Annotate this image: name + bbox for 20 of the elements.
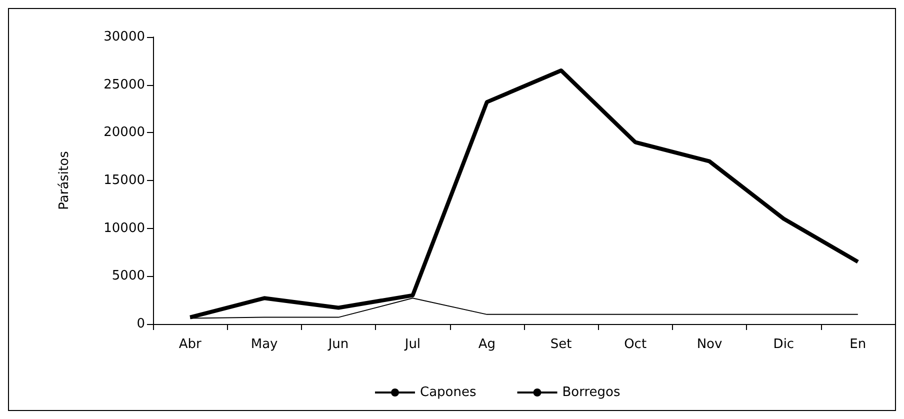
x-tick-label: Ag	[478, 337, 496, 352]
y-tick-label: 20000	[104, 125, 145, 140]
x-tick-label: Jun	[327, 337, 349, 352]
x-tick-label: May	[250, 337, 278, 352]
x-tick-label: Abr	[178, 337, 202, 352]
x-tick-label: En	[850, 337, 866, 352]
x-tick-label: Nov	[696, 337, 722, 352]
x-tick-label: Dic	[773, 337, 794, 352]
y-tick-label: 30000	[104, 30, 145, 44]
y-tick-label: 0	[136, 316, 145, 332]
y-axis-title: Parásitos	[57, 150, 72, 210]
y-tick-label: 25000	[104, 77, 145, 92]
y-tick-label: 15000	[104, 173, 145, 188]
legend-label: Capones	[420, 385, 476, 400]
x-tick-label: Set	[550, 337, 572, 352]
y-tick-label: 10000	[104, 220, 145, 236]
y-tick-label: 5000	[112, 268, 145, 284]
x-tick-label: Jul	[404, 337, 421, 352]
legend-label: Borregos	[562, 385, 621, 400]
x-tick-label: Oct	[624, 337, 647, 352]
